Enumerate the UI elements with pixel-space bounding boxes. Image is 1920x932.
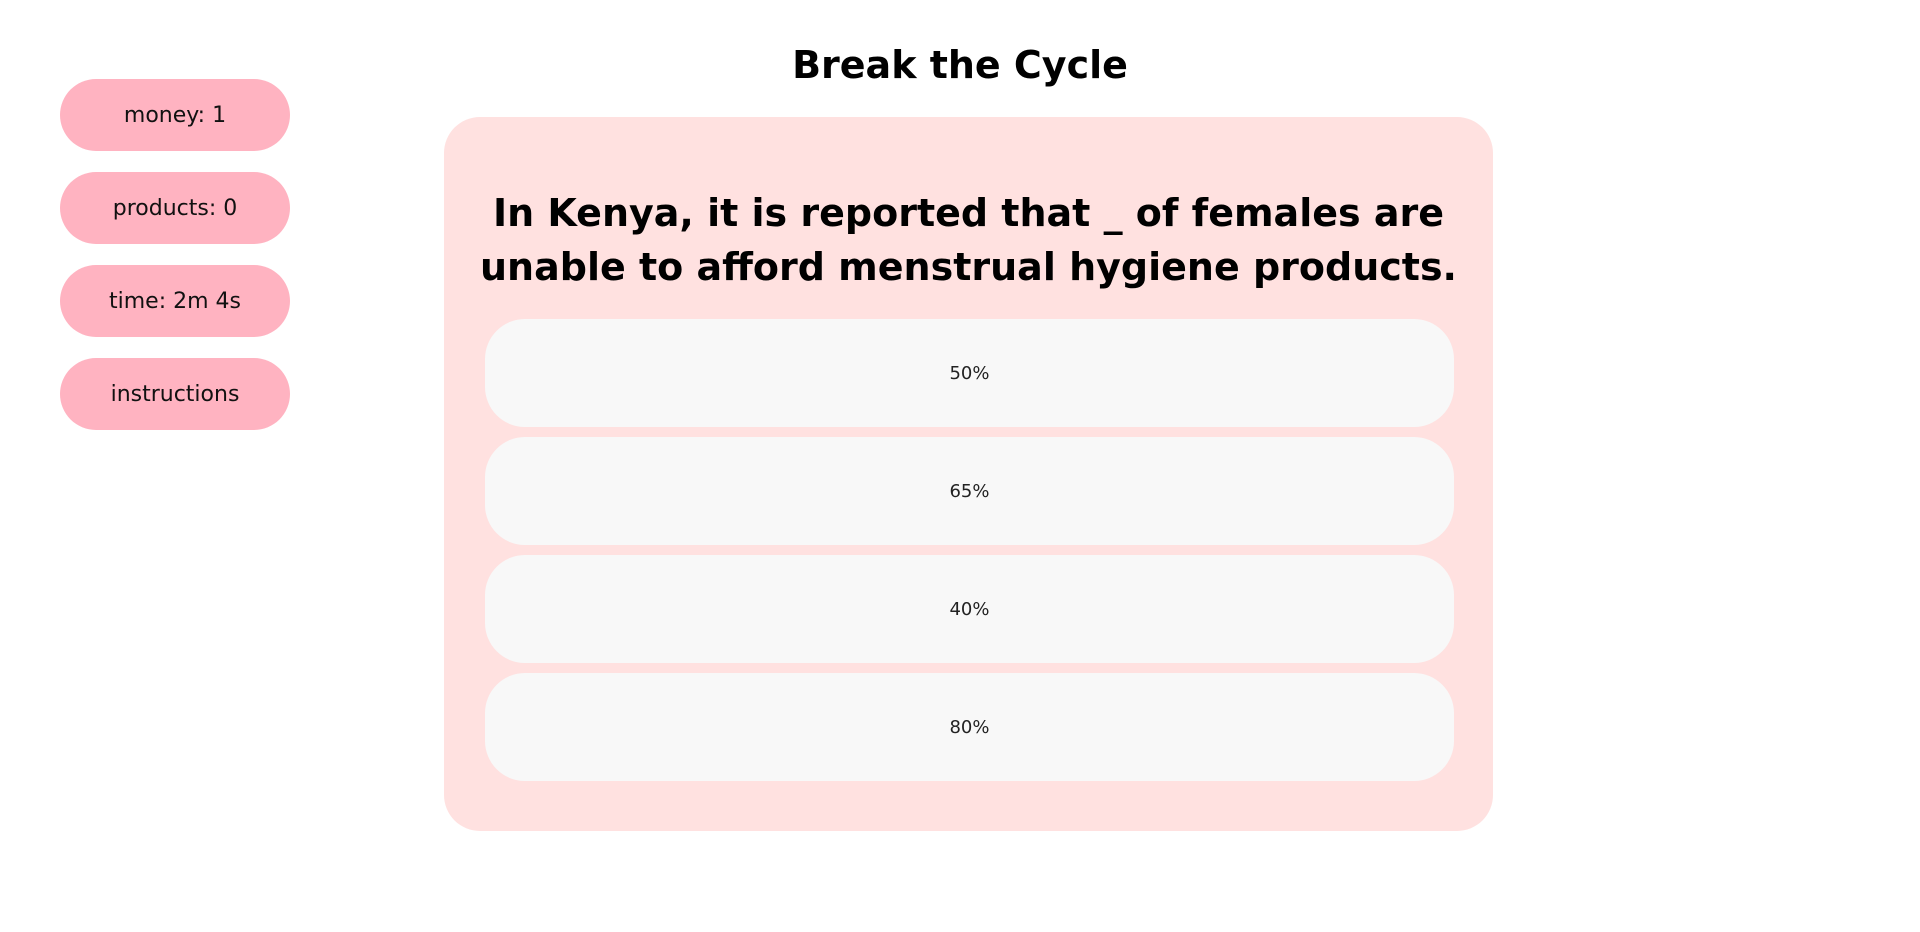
instructions-button[interactable]: instructions [60,358,290,430]
money-counter: money: 1 [60,79,290,151]
answer-option-65[interactable]: 65% [485,437,1454,545]
page-title: Break the Cycle [792,43,1128,87]
question-card: In Kenya, it is reported that _ of femal… [444,117,1493,831]
sidebar: money: 1 products: 0 time: 2m 4s instruc… [60,79,290,451]
products-counter: products: 0 [60,172,290,244]
answer-option-40[interactable]: 40% [485,555,1454,663]
answer-options: 50% 65% 40% 80% [485,319,1454,791]
answer-option-80[interactable]: 80% [485,673,1454,781]
answer-option-50[interactable]: 50% [485,319,1454,427]
time-counter: time: 2m 4s [60,265,290,337]
question-text: In Kenya, it is reported that _ of femal… [480,191,1457,289]
